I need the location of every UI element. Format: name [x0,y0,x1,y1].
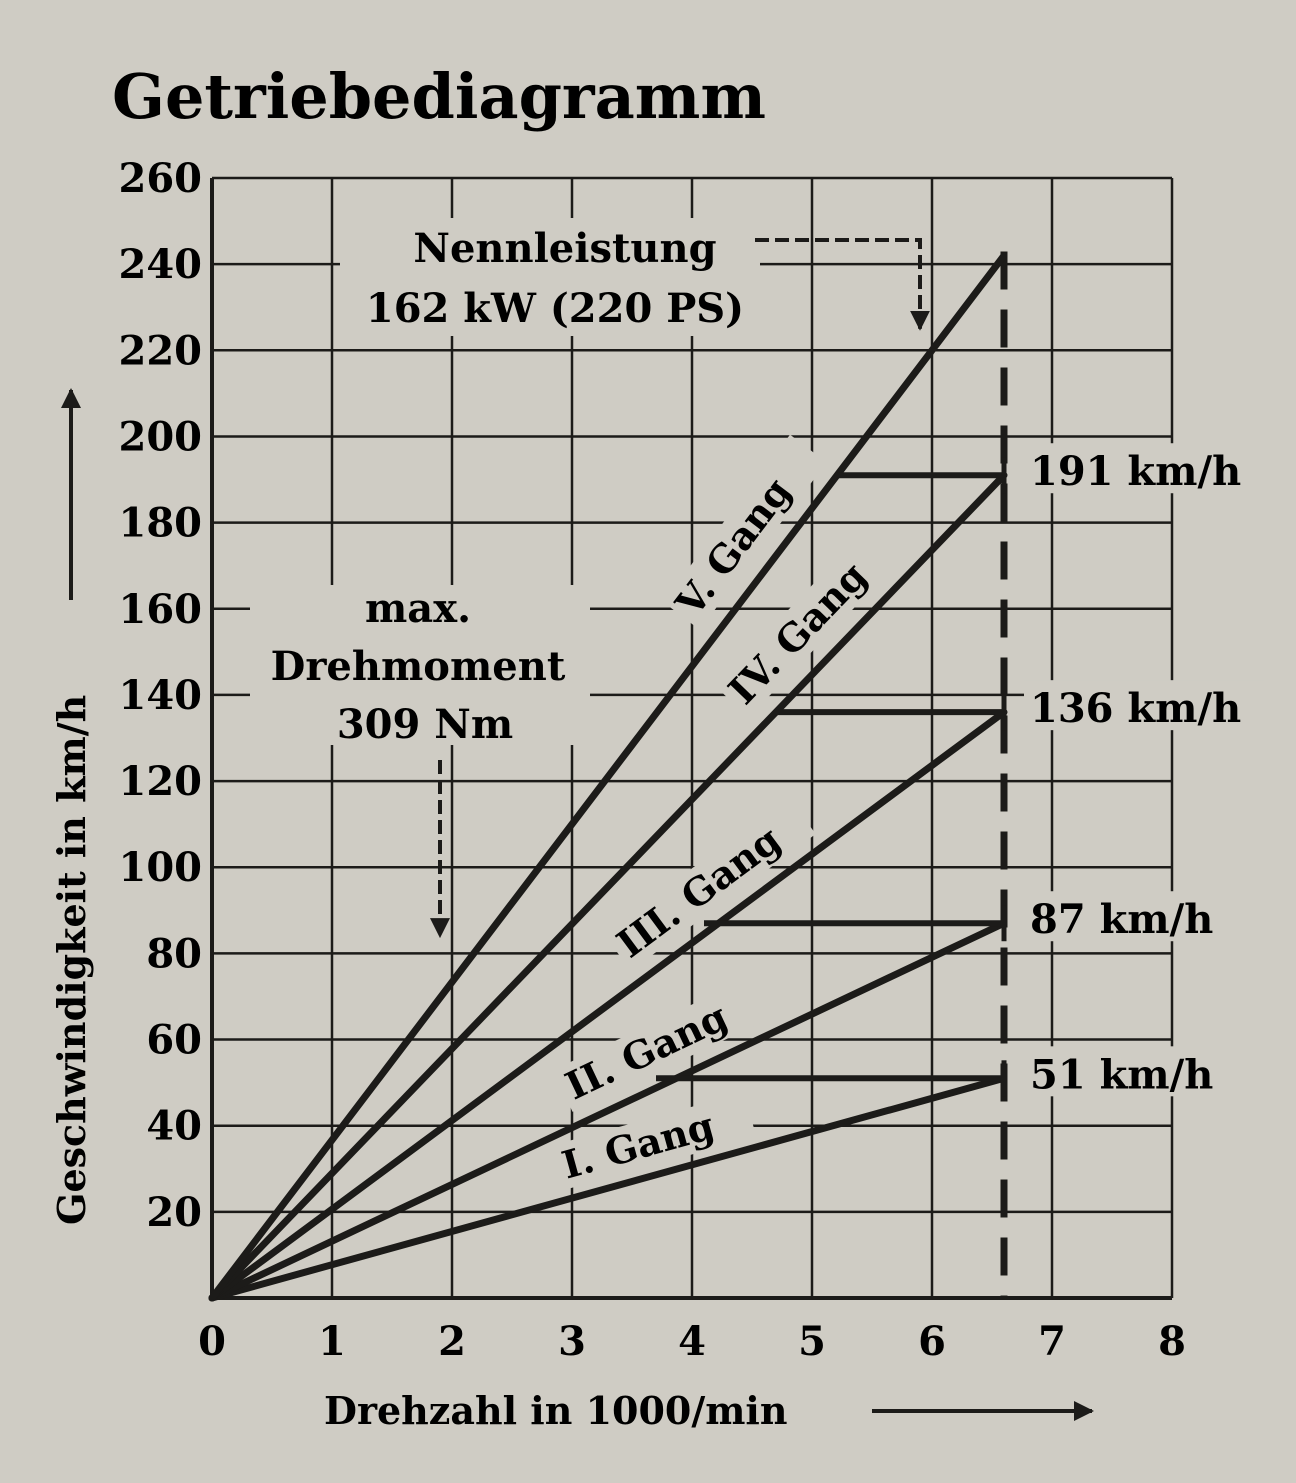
shift-label-2: 87 km/h [1030,896,1213,943]
chart-title: Getriebediagramm [112,60,766,133]
y-tick-240: 240 [119,241,203,288]
shift-label-bg-3 [1024,680,1264,731]
y-tick-100: 100 [119,844,203,891]
x-tick-2: 2 [438,1318,466,1365]
y-tick-140: 140 [119,672,203,719]
nennleistung-line-1: Nennleistung [413,225,716,272]
gear-label-1: I. Gang [557,1103,719,1188]
series-line-4 [208,471,1008,1302]
x-tick-6: 6 [918,1318,946,1365]
gear-label-bg-5 [663,434,827,630]
x-tick-4: 4 [678,1318,706,1365]
y-tick-220: 220 [119,327,203,374]
gear-label-bg-4 [715,527,901,718]
drehmoment-bg [250,585,590,745]
x-tick-7: 7 [1038,1318,1066,1365]
shift-label-bg-1 [1024,1046,1264,1097]
y-tick-80: 80 [146,930,202,977]
y-tick-260: 260 [119,155,203,202]
y-tick-20: 20 [146,1189,202,1236]
series-line-5 [208,252,1008,1302]
y-tick-40: 40 [146,1103,202,1150]
gear-label-bg-1 [551,1092,757,1191]
shift-points: 51 km/h 87 km/h 136 km/h 191 km/h [656,443,1264,1098]
x-tick-5: 5 [798,1318,826,1365]
y-tick-160: 160 [119,586,203,633]
drehmoment-line-3: 309 Nm [337,701,513,748]
series-line-1 [208,1074,1008,1302]
drehmoment-line-1: max. [365,585,471,632]
shift-label-bg-4 [1024,443,1264,494]
gear-label-group-2: II. Gang [552,980,763,1112]
shift-label-1: 51 km/h [1030,1051,1213,1098]
gear-label-bg-2 [552,980,763,1112]
x-tick-8: 8 [1158,1318,1186,1365]
x-tick-1: 1 [318,1318,346,1365]
shift-label-3: 136 km/h [1030,685,1241,732]
gear-label-group-3: III. Gang [603,796,816,971]
drehmoment-line-2: Drehmoment [271,643,566,690]
series-line-3 [208,708,1008,1302]
annotations: Nennleistung 162 kW (220 PS) max. Drehmomen… [250,218,930,939]
y-tick-200: 200 [119,413,203,460]
y-tick-60: 60 [146,1017,202,1064]
x-tick-0: 0 [198,1318,226,1365]
nennleistung-line-2: 162 kW (220 PS) [366,285,744,332]
shift-label-bg-2 [1024,891,1264,942]
gear-label-bg-3 [603,796,816,971]
y-tick-180: 180 [119,500,203,547]
nennleistung-arrow [755,238,930,331]
y-tick-120: 120 [119,758,203,805]
nennleistung-bg [340,218,760,336]
y-axis-label: Geschwindigkeit in km/h [49,695,94,1225]
shift-label-4: 191 km/h [1030,448,1241,495]
ticks: 0 1 2 3 4 5 6 7 8 20 40 60 80 100 120 140 160 180 200 220 24… [119,155,1186,1365]
series-line-2 [208,919,1008,1302]
series-group [208,252,1008,1302]
x-tick-3: 3 [558,1318,586,1365]
x-axis-label: Drehzahl in 1000/min [324,1388,787,1433]
